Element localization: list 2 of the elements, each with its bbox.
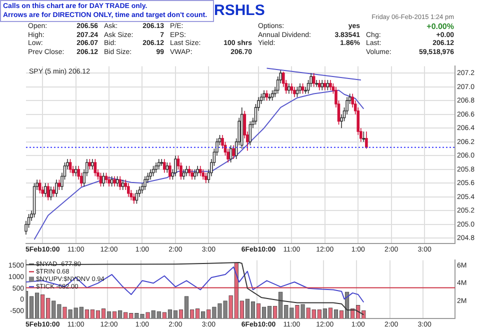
text: RSHLS [214,2,265,19]
text: +0.00% [426,22,454,32]
